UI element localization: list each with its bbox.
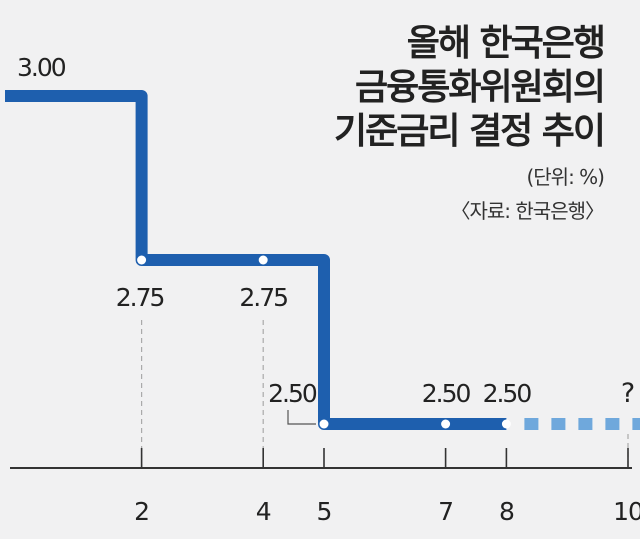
tick-label-5: 5 (317, 497, 332, 526)
x-ticks: 245781011월 (134, 448, 640, 526)
value-label-1: 3.00 (17, 53, 66, 82)
tick-label-2: 2 (134, 497, 149, 526)
label-connector (287, 410, 316, 425)
unit-note: (단위: %) (526, 165, 605, 189)
point-marker-5 (319, 419, 329, 429)
value-label-7: 2.50 (422, 379, 471, 408)
tick-label-7: 7 (438, 497, 453, 526)
value-label-4: 2.75 (239, 283, 287, 312)
point-marker-7 (441, 419, 451, 429)
rate-step-line (5, 90, 507, 430)
chart-title-line-1: 올해 한국은행 (406, 23, 606, 64)
point-marker-4 (258, 255, 268, 265)
chart-title-line-3: 기준금리 결정 추이 (333, 111, 606, 152)
tick-label-8: 8 (499, 497, 514, 526)
tick-label-10: 10 (613, 497, 640, 526)
source-note: 〈자료: 한국은행〉 (450, 199, 606, 223)
guide-lines (141, 320, 629, 468)
value-label-2: 2.75 (116, 283, 164, 312)
value-label-8: 2.50 (483, 379, 532, 408)
title-block: 올해 한국은행 금융통화위원회의 기준금리 결정 추이 (단위: %) 〈자료:… (333, 22, 606, 228)
point-marker-8 (501, 419, 511, 429)
point-markers (137, 255, 511, 429)
point-marker-2 (137, 255, 147, 265)
value-label-5: 2.50 (268, 379, 317, 408)
value-labels: 3.002.752.752.502.502.50?? (17, 53, 635, 409)
unknown-label-10: ? (621, 378, 635, 409)
chart-title-line-2: 금융통화위원회의 (355, 67, 606, 108)
tick-label-4: 4 (256, 497, 271, 526)
